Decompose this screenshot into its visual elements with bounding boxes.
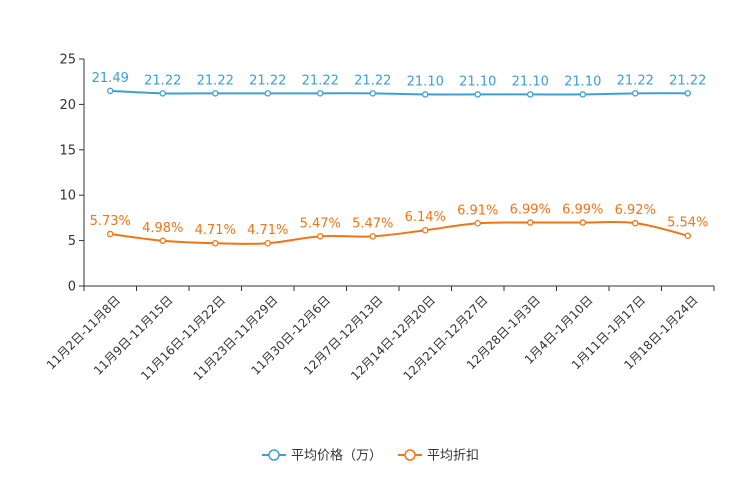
series-line: [110, 220, 688, 245]
y-tick-label: 25: [59, 53, 76, 68]
data-label: 21.10: [512, 74, 549, 89]
y-tick-label: 20: [59, 98, 76, 113]
data-label: 21.22: [144, 73, 181, 88]
data-point[interactable]: [527, 219, 534, 226]
legend-item-0[interactable]: 平均价格（万）: [262, 448, 382, 464]
series-layer: 21.49 21.22 21.22 21.22 21.22 21.22 21.10 21.10…: [90, 71, 708, 247]
series-line: [110, 89, 688, 96]
data-label: 4.98%: [142, 221, 183, 236]
legend-circle-icon: [268, 449, 280, 461]
data-point[interactable]: [369, 90, 376, 97]
data-point[interactable]: [316, 233, 324, 240]
data-point[interactable]: [211, 90, 219, 97]
data-point[interactable]: [579, 91, 587, 98]
data-label: 6.92%: [615, 203, 656, 218]
data-point[interactable]: [684, 232, 692, 239]
data-label: 21.22: [197, 73, 234, 88]
y-tick-label: 5: [68, 234, 76, 249]
series-0: 21.49 21.22 21.22 21.22 21.22 21.22 21.10 21.10…: [92, 71, 706, 98]
data-label: 6.99%: [562, 203, 603, 218]
data-point[interactable]: [421, 226, 429, 234]
data-point[interactable]: [632, 90, 639, 97]
data-label: 21.22: [617, 73, 654, 88]
data-point[interactable]: [579, 219, 587, 226]
data-point[interactable]: [474, 91, 481, 98]
data-label: 4.71%: [247, 223, 288, 238]
data-label: 5.73%: [90, 214, 131, 229]
data-label: 6.99%: [510, 203, 551, 218]
data-point[interactable]: [211, 239, 219, 247]
legend[interactable]: 平均价格（万） 平均折扣: [262, 448, 479, 464]
data-point[interactable]: [107, 87, 114, 95]
legend-circle-icon: [404, 449, 416, 461]
data-label: 21.10: [564, 74, 601, 89]
data-label: 21.22: [669, 73, 706, 88]
data-label: 5.47%: [352, 216, 393, 231]
data-point[interactable]: [159, 237, 166, 245]
data-label: 21.10: [459, 74, 496, 89]
series-1: 5.73% 4.98% 4.71% 4.71% 5.47% 5.47% 6.14% 6.91%…: [90, 203, 708, 247]
data-point[interactable]: [369, 233, 376, 240]
data-label: 6.14%: [405, 210, 446, 225]
data-label: 5.54%: [667, 216, 708, 231]
data-point[interactable]: [527, 91, 534, 98]
data-label: 21.22: [354, 73, 391, 88]
data-point[interactable]: [632, 219, 639, 227]
data-point[interactable]: [684, 90, 692, 97]
y-tick-label: 10: [59, 189, 76, 204]
data-label: 21.49: [92, 71, 129, 86]
legend-label: 平均价格（万）: [291, 448, 382, 464]
data-label: 4.71%: [195, 223, 236, 238]
data-point[interactable]: [159, 90, 166, 97]
data-point[interactable]: [316, 90, 324, 97]
data-point[interactable]: [107, 230, 114, 238]
y-tick-label: 0: [68, 280, 76, 295]
legend-item-1[interactable]: 平均折扣: [398, 449, 479, 464]
legend-label: 平均折扣: [427, 449, 479, 464]
y-tick-label: 15: [59, 143, 76, 158]
data-point[interactable]: [474, 220, 481, 227]
data-point[interactable]: [264, 90, 271, 97]
data-label: 21.10: [407, 74, 444, 89]
data-label: 6.91%: [457, 203, 498, 218]
data-point[interactable]: [421, 91, 429, 98]
data-label: 5.47%: [300, 216, 341, 231]
data-label: 21.22: [302, 73, 339, 88]
data-label: 21.22: [249, 73, 286, 88]
data-point[interactable]: [264, 239, 271, 247]
